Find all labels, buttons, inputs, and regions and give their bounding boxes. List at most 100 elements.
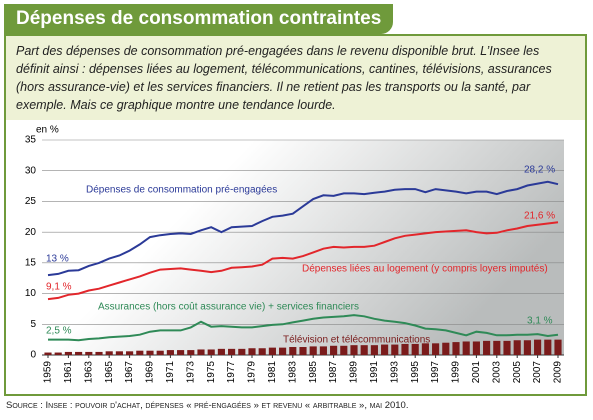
bar bbox=[330, 345, 338, 355]
data-label: 13 % bbox=[46, 254, 69, 265]
y-tick-label: 25 bbox=[25, 196, 37, 207]
x-tick-label: 1969 bbox=[145, 361, 156, 384]
series-label: Télévision et télécommunications bbox=[283, 335, 430, 346]
data-label: 9,1 % bbox=[46, 282, 72, 293]
bar bbox=[177, 350, 185, 355]
y-tick-label: 30 bbox=[25, 165, 37, 176]
bar bbox=[309, 346, 317, 355]
x-tick-label: 1973 bbox=[185, 361, 196, 384]
y-tick-label: 0 bbox=[30, 350, 36, 361]
line bbox=[47, 180, 559, 277]
x-tick-label: 1997 bbox=[430, 361, 441, 384]
data-label: 3,1 % bbox=[527, 316, 553, 327]
y-tick-label: 15 bbox=[25, 257, 37, 268]
x-tick-label: 1979 bbox=[247, 361, 258, 384]
bar bbox=[197, 349, 205, 355]
bar bbox=[534, 339, 542, 355]
bar bbox=[360, 345, 368, 355]
x-tick-label: 1965 bbox=[104, 361, 115, 384]
x-tick-label: 1985 bbox=[308, 361, 319, 384]
bar bbox=[350, 345, 358, 355]
bar bbox=[370, 345, 378, 355]
y-axis-label: en % bbox=[36, 125, 59, 136]
x-tick-label: 1999 bbox=[451, 361, 462, 384]
bar bbox=[391, 344, 399, 355]
bar bbox=[401, 343, 409, 355]
bar bbox=[421, 343, 429, 355]
bar bbox=[299, 347, 307, 355]
bar bbox=[462, 341, 470, 355]
bar bbox=[279, 347, 287, 355]
bar bbox=[248, 348, 256, 355]
data-label: 28,2 % bbox=[524, 165, 555, 176]
x-tick-label: 2001 bbox=[471, 361, 482, 384]
x-tick-label: 1993 bbox=[389, 361, 400, 384]
bar bbox=[146, 350, 154, 355]
series-label: Dépenses liées au logement (y compris lo… bbox=[302, 264, 548, 275]
x-tick-label: 1995 bbox=[410, 361, 421, 384]
x-tick-label: 1959 bbox=[43, 361, 54, 384]
y-tick-label: 20 bbox=[25, 227, 37, 238]
x-tick-label: 1981 bbox=[267, 361, 278, 384]
x-tick-label: 1977 bbox=[226, 361, 237, 384]
bar bbox=[442, 342, 450, 355]
bar bbox=[187, 350, 195, 355]
bar bbox=[503, 340, 511, 355]
frame bbox=[4, 34, 587, 396]
bar bbox=[166, 350, 174, 355]
bar bbox=[126, 351, 134, 355]
x-tick-label: 1975 bbox=[206, 361, 217, 384]
title: Dépenses de consommation contraintes bbox=[4, 4, 394, 34]
bar bbox=[340, 345, 348, 355]
bar bbox=[207, 349, 215, 355]
line bbox=[47, 221, 559, 301]
bar bbox=[513, 340, 521, 355]
bar bbox=[64, 351, 72, 355]
bar bbox=[115, 351, 123, 355]
source: Source : Insee : pouvoir d'achat, dépens… bbox=[6, 400, 409, 411]
plot-background bbox=[42, 140, 564, 355]
bar bbox=[432, 343, 440, 355]
x-tick-label: 1987 bbox=[328, 361, 339, 384]
x-tick-label: 1967 bbox=[124, 361, 135, 384]
x-tick-label: 1971 bbox=[165, 361, 176, 384]
x-tick-label: 1991 bbox=[369, 361, 380, 384]
bar bbox=[452, 342, 460, 355]
bar bbox=[228, 348, 236, 355]
bar bbox=[319, 346, 327, 355]
series-label: Assurances (hors coût assurance vie) + s… bbox=[98, 302, 359, 313]
bar bbox=[156, 350, 164, 355]
x-tick-label: 1963 bbox=[83, 361, 94, 384]
bar bbox=[238, 348, 246, 355]
bar bbox=[411, 343, 419, 355]
description: Part des dépenses de consommation pré-en… bbox=[6, 36, 585, 120]
bar bbox=[85, 351, 93, 355]
bar bbox=[483, 340, 491, 355]
bar bbox=[95, 351, 103, 355]
x-tick-label: 1983 bbox=[287, 361, 298, 384]
x-tick-label: 2009 bbox=[553, 361, 564, 384]
y-tick-label: 35 bbox=[25, 135, 37, 146]
bar bbox=[493, 340, 501, 355]
x-tick-label: 2005 bbox=[512, 361, 523, 384]
bar bbox=[136, 350, 144, 355]
bar bbox=[523, 340, 531, 355]
x-tick-label: 1961 bbox=[63, 361, 74, 384]
y-tick-label: 10 bbox=[25, 288, 37, 299]
y-tick-label: 5 bbox=[30, 319, 36, 330]
data-label: 21,6 % bbox=[524, 211, 555, 222]
bar bbox=[472, 341, 480, 355]
chart: en % 0 5 10 15 20 25 30 35 1959 1961 1963 1965 1967 19… bbox=[25, 125, 564, 384]
x-tick-label: 2007 bbox=[532, 361, 543, 384]
bar bbox=[554, 339, 562, 355]
x-tick-label: 2003 bbox=[491, 361, 502, 384]
bar bbox=[258, 348, 266, 355]
data-label: 2,5 % bbox=[46, 326, 72, 337]
bar bbox=[544, 339, 552, 355]
bar bbox=[217, 348, 225, 355]
bar bbox=[44, 352, 52, 355]
bar bbox=[289, 347, 297, 355]
bar bbox=[54, 352, 62, 355]
bar bbox=[268, 347, 276, 355]
